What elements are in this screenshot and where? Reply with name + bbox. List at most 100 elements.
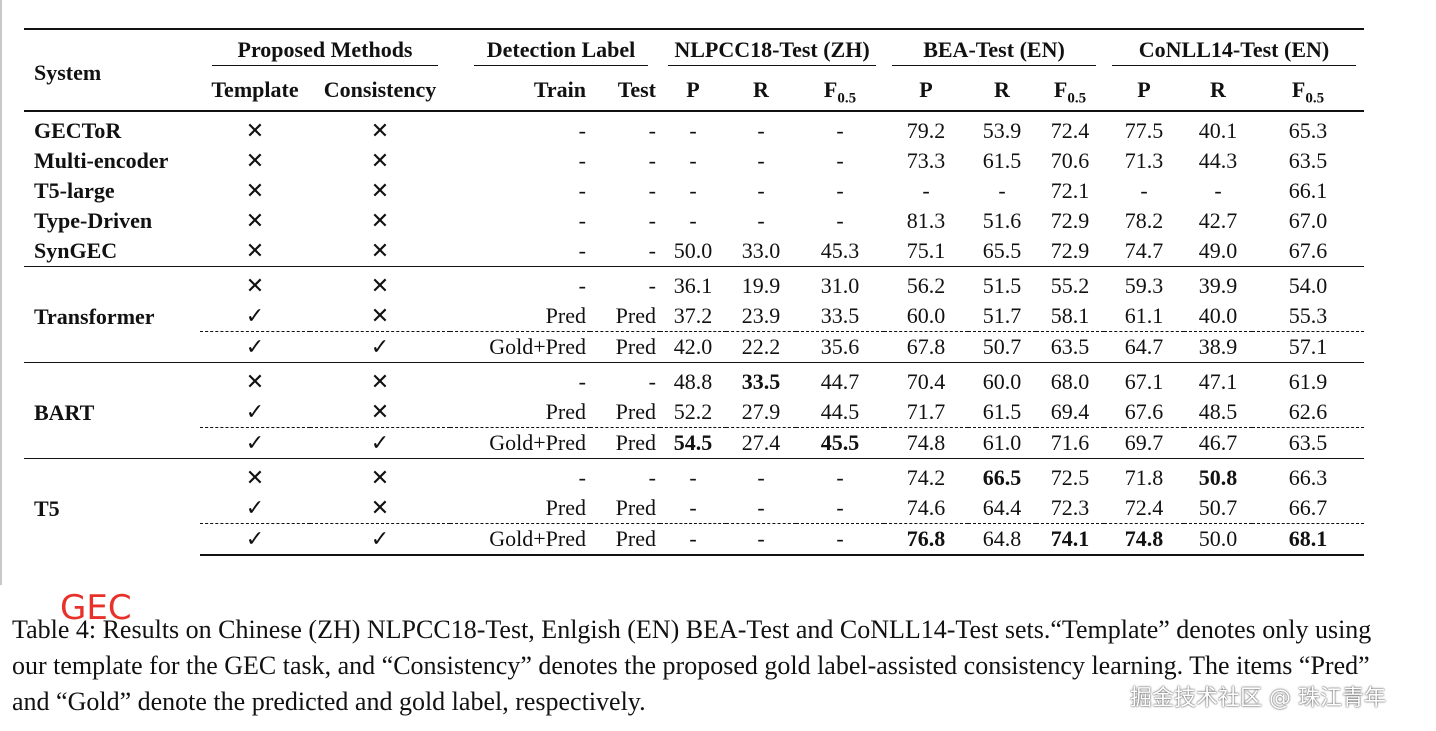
metric-cell-conll-p: 69.7 bbox=[1104, 427, 1184, 459]
train-label-cell: - bbox=[450, 362, 590, 397]
metric-cell-conll-r: 50.0 bbox=[1184, 523, 1252, 556]
metric-cell-zh-p: - bbox=[689, 208, 697, 233]
consistency-cell: ✓ bbox=[310, 523, 450, 556]
template-cell: ✓ bbox=[200, 427, 310, 459]
metric-cell-zh-f: - bbox=[836, 118, 844, 143]
consistency-cell: ✕ bbox=[370, 399, 390, 424]
metric-cell-conll-p: 74.8 bbox=[1104, 523, 1184, 556]
metric-cell-bea-r: 51.7 bbox=[982, 303, 1022, 328]
consistency-cell: ✓ bbox=[310, 427, 450, 459]
metric-cell-zh-r: 27.4 bbox=[726, 427, 796, 459]
metric-cell-bea-f: 55.2 bbox=[1036, 266, 1104, 301]
metric-cell-bea-f: 72.1 bbox=[1050, 178, 1090, 203]
metric-cell-zh-r: - bbox=[726, 523, 796, 556]
template-cell: ✕ bbox=[245, 148, 265, 173]
table-row: Transformer ✕ ✕ - -36.1 19.9 31.0 56.2 51.5 55.2 5… bbox=[24, 266, 1364, 363]
metric-cell-conll-r: - bbox=[1214, 178, 1222, 203]
gec-annotation-mark: GEC bbox=[60, 588, 132, 628]
metric-cell-conll-r: 46.7 bbox=[1184, 427, 1252, 459]
metric-cell-zh-f: - bbox=[836, 495, 844, 520]
header-bea-r: R bbox=[994, 77, 1010, 102]
metric-cell-zh-p: - bbox=[660, 523, 726, 556]
train-label-cell: Pred bbox=[545, 399, 586, 424]
metric-cell-bea-p: 74.6 bbox=[906, 495, 946, 520]
metric-cell-conll-f: 67.6 bbox=[1288, 238, 1328, 263]
metric-cell-conll-f: 66.3 bbox=[1252, 458, 1364, 493]
consistency-cell: ✕ bbox=[370, 303, 390, 328]
results-table-container: System Proposed Methods Detection Label … bbox=[24, 28, 1364, 556]
table-row: T5-large ✕ ✕ - - - - - - - 72.1 - - 66.1 bbox=[24, 176, 1364, 206]
metric-cell-bea-r: - bbox=[998, 178, 1006, 203]
consistency-cell: ✕ bbox=[310, 266, 450, 301]
metric-cell-zh-r: 33.0 bbox=[741, 238, 781, 263]
metric-cell-bea-f: 63.5 bbox=[1036, 331, 1104, 363]
metric-cell-conll-f: 61.9 bbox=[1252, 362, 1364, 397]
metric-cell-zh-f: - bbox=[836, 208, 844, 233]
metric-cell-zh-r: 19.9 bbox=[726, 266, 796, 301]
consistency-cell: ✕ bbox=[310, 362, 450, 397]
metric-cell-zh-p: 42.0 bbox=[660, 331, 726, 363]
metric-cell-bea-r: 51.5 bbox=[968, 266, 1036, 301]
system-name: BART bbox=[24, 362, 200, 459]
metric-cell-conll-f: 66.7 bbox=[1288, 495, 1328, 520]
metric-cell-bea-f: 72.9 bbox=[1050, 238, 1090, 263]
watermark: 掘金技术社区 @ 珠江青年 bbox=[1130, 686, 1386, 711]
template-cell: ✕ bbox=[200, 266, 310, 301]
test-label-cell: Pred bbox=[615, 495, 656, 520]
header-proposed-methods: Proposed Methods bbox=[200, 29, 450, 70]
metric-cell-bea-p: 67.8 bbox=[884, 331, 968, 363]
system-name: SynGEC bbox=[34, 238, 118, 263]
metric-cell-zh-f: 45.3 bbox=[820, 238, 860, 263]
system-name: Type-Driven bbox=[34, 208, 153, 233]
train-label-cell: - bbox=[578, 118, 586, 143]
metric-cell-zh-r: 22.2 bbox=[726, 331, 796, 363]
train-label-cell: - bbox=[578, 208, 586, 233]
train-label-cell: Gold+Pred bbox=[450, 523, 590, 556]
page-left-edge bbox=[0, 0, 2, 585]
template-cell: ✓ bbox=[245, 303, 265, 328]
header-bea-p: P bbox=[919, 77, 933, 102]
metric-cell-bea-p: 70.4 bbox=[884, 362, 968, 397]
test-label-cell: - bbox=[590, 362, 660, 397]
metric-cell-conll-r: 44.3 bbox=[1198, 148, 1238, 173]
metric-cell-conll-f: 57.1 bbox=[1252, 331, 1364, 363]
results-table: System Proposed Methods Detection Label … bbox=[24, 28, 1364, 556]
template-cell: ✓ bbox=[200, 331, 310, 363]
metric-cell-zh-p: - bbox=[689, 118, 697, 143]
train-label-cell: - bbox=[450, 266, 590, 301]
test-label-cell: Pred bbox=[590, 427, 660, 459]
header-zh-p: P bbox=[686, 77, 700, 102]
metric-cell-zh-f: 44.5 bbox=[820, 399, 860, 424]
consistency-cell: ✕ bbox=[370, 148, 390, 173]
test-label-cell: - bbox=[648, 118, 656, 143]
train-label-cell: - bbox=[450, 458, 590, 493]
metric-cell-bea-p: 71.7 bbox=[906, 399, 946, 424]
metric-cell-conll-r: 47.1 bbox=[1184, 362, 1252, 397]
header-detection-label: Detection Label bbox=[450, 29, 660, 70]
metric-cell-bea-p: - bbox=[922, 178, 930, 203]
system-name: Multi-encoder bbox=[34, 148, 169, 173]
test-label-cell: - bbox=[648, 208, 656, 233]
metric-cell-conll-r: 50.7 bbox=[1198, 495, 1238, 520]
metric-cell-zh-p: 50.0 bbox=[673, 238, 713, 263]
header-bea: BEA-Test (EN) bbox=[884, 29, 1104, 70]
header-nlpcc: NLPCC18-Test (ZH) bbox=[660, 29, 884, 70]
table-row: T5 ✕ ✕ - - - - -74.2 66.5 72.5 71.8 50.8 66.3 bbox=[24, 458, 1364, 555]
header-row-1: System Proposed Methods Detection Label … bbox=[24, 29, 1364, 85]
table-row: SynGEC ✕ ✕ - -50.0 33.0 45.3 75.1 65.5 72.9 74.7 49… bbox=[24, 236, 1364, 267]
metric-cell-bea-r: 51.6 bbox=[982, 208, 1022, 233]
metric-cell-zh-f: - bbox=[796, 523, 884, 556]
system-name: GECToR bbox=[34, 118, 122, 143]
train-label-cell: Pred bbox=[545, 495, 586, 520]
metric-cell-zh-f: 33.5 bbox=[820, 303, 860, 328]
metric-cell-conll-r: 50.8 bbox=[1184, 458, 1252, 493]
metric-cell-bea-f: 69.4 bbox=[1050, 399, 1090, 424]
template-cell: ✕ bbox=[245, 118, 265, 143]
metric-cell-zh-r: - bbox=[757, 148, 765, 173]
metric-cell-zh-f: - bbox=[796, 458, 884, 493]
template-cell: ✕ bbox=[245, 208, 265, 233]
train-label-cell: - bbox=[578, 148, 586, 173]
table-row: ✓ ✕ Pred Pred - - - 74.6 64.4 72.3 72.4 50.7 66.7 bbox=[24, 493, 1364, 524]
metric-cell-conll-r: 48.5 bbox=[1198, 399, 1238, 424]
metric-cell-conll-p: 78.2 bbox=[1124, 208, 1164, 233]
